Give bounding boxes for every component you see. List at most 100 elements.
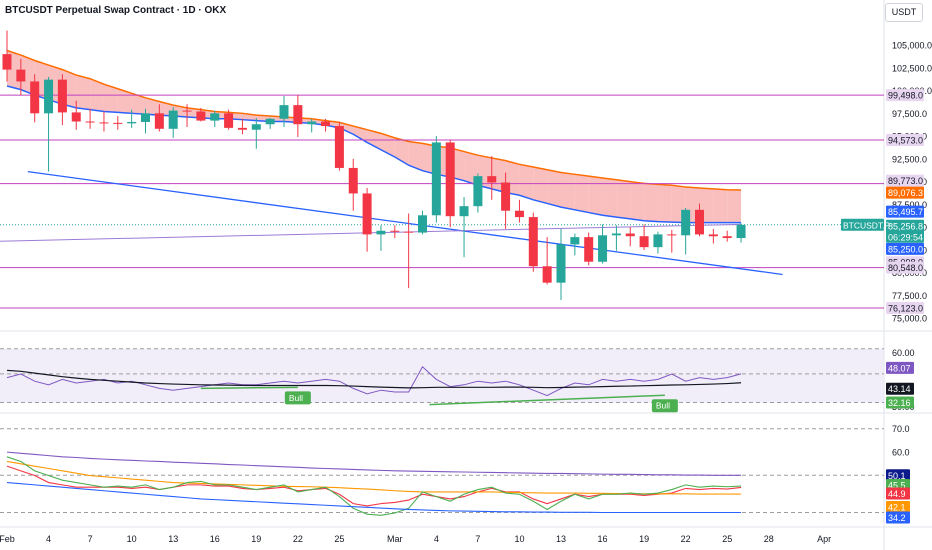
candle-body [584, 237, 594, 262]
band-fill-segment [103, 84, 118, 113]
price-tag-label: 89,773.0 [888, 176, 923, 186]
band-fill-segment [602, 177, 617, 218]
oscillator-value-tag-bg [886, 361, 914, 374]
oscillator-band-fill [0, 348, 884, 403]
price-tag-label: 85,250.0 [888, 244, 923, 254]
price-axis-tick: 77,500.0 [892, 291, 927, 301]
band-fill-segment [561, 172, 575, 210]
time-axis-label: 4 [434, 534, 439, 544]
price-tag-label: 85,495.7 [888, 207, 923, 217]
oscillator-signal-line [6, 369, 742, 389]
oscillator-value-tag-bg [886, 382, 914, 395]
upper-band-line [6, 49, 742, 191]
candle-body [154, 113, 164, 129]
bull-label-bg [651, 399, 678, 413]
candle-body [196, 111, 206, 121]
indicator-value-tag: 50.1 [888, 471, 906, 481]
candle-body [667, 234, 677, 236]
oscillator-axis-tick: 60.00 [892, 348, 915, 358]
price-tag-bg [886, 174, 924, 187]
candle-body [321, 121, 331, 127]
time-axis-label: 7 [88, 534, 93, 544]
oscillator-value-tag-bg [886, 396, 914, 409]
symbol-tag-bg [841, 218, 884, 231]
band-fill-segment [519, 164, 534, 200]
indicator-value-tag: 42.1 [888, 503, 906, 513]
indicator-value-tag: 45.5 [888, 481, 906, 491]
candle-body [71, 112, 81, 122]
indicator-value-tag-bg [886, 469, 910, 482]
candle-body [44, 79, 54, 114]
price-tag-bg [886, 261, 924, 274]
time-axis-label: 19 [639, 534, 649, 544]
candle-body [362, 193, 372, 235]
time-axis-label: 28 [764, 534, 774, 544]
candle-body [168, 110, 178, 129]
candle-body [514, 210, 524, 218]
price-tag-label: 85,256.8 [888, 221, 923, 231]
band-fill-segment [713, 188, 728, 223]
bull-label-bg [284, 391, 311, 405]
candle-body [708, 234, 718, 237]
oscillator-value-tag: 32.16 [888, 398, 911, 408]
price-tag-bg [886, 301, 924, 314]
candle-body [445, 142, 455, 217]
currency-button[interactable]: USDT [885, 3, 923, 22]
candle-body [681, 209, 691, 236]
candle-body [736, 224, 746, 239]
band-fill-segment [353, 126, 368, 143]
indicator-axis-tick: 70.0 [892, 424, 910, 434]
price-tag-bg [886, 230, 924, 243]
band-fill-segment [657, 184, 672, 223]
time-axis-label: Apr [817, 534, 831, 544]
price-axis-tick: 102,500.0 [892, 63, 932, 73]
price-tag-label: 76,123.0 [888, 303, 923, 313]
band-fill-segment [630, 181, 645, 221]
candle-body [307, 121, 317, 125]
candle-body [722, 236, 732, 239]
indicator-value-tag: 44.9 [888, 489, 906, 499]
trendline-down [27, 170, 783, 276]
oscillator-value-tag: 43.14 [888, 384, 911, 394]
candle-body [625, 233, 635, 237]
price-axis-tick: 92,500.0 [892, 154, 927, 164]
bull-divergence-line [200, 386, 298, 390]
candle-body [570, 237, 580, 245]
time-axis-label: 10 [127, 534, 137, 544]
candle-body [528, 217, 538, 267]
time-axis-label: 4 [46, 534, 51, 544]
candle-body [404, 231, 414, 233]
band-fill-segment [574, 174, 589, 213]
candle-body [556, 244, 566, 283]
candle-body [16, 69, 26, 82]
band-fill-segment [76, 75, 91, 110]
time-axis-label: 13 [168, 534, 178, 544]
band-fill-segment [644, 183, 658, 222]
price-tag-label: 89,076.3 [888, 188, 923, 198]
price-axis-tick: 105,000.0 [892, 41, 932, 51]
band-fill-segment [408, 141, 423, 171]
indicator-value-tag-bg [886, 501, 910, 514]
candle-body [99, 122, 109, 124]
candle-body [653, 234, 663, 248]
lower-band-line [6, 85, 742, 224]
candle-body [487, 176, 497, 183]
band-fill-segment [547, 169, 561, 208]
candle-body [113, 122, 123, 124]
band-fill-segment [131, 93, 146, 115]
candle-body [334, 126, 344, 168]
candle-body [85, 121, 95, 123]
price-tag-label: 94,573.0 [888, 135, 923, 145]
candle-body [237, 127, 247, 130]
indicator-line [6, 451, 742, 476]
candle-body [182, 110, 192, 112]
candle-body [459, 206, 469, 217]
candle-body [376, 230, 386, 235]
indicator-line [6, 456, 742, 516]
price-tag-bg [886, 89, 924, 102]
time-axis-label: 25 [334, 534, 344, 544]
indicator-value-tag-bg [886, 487, 910, 500]
candle-body [348, 167, 358, 194]
price-axis-tick: 75,000.0 [892, 314, 927, 324]
